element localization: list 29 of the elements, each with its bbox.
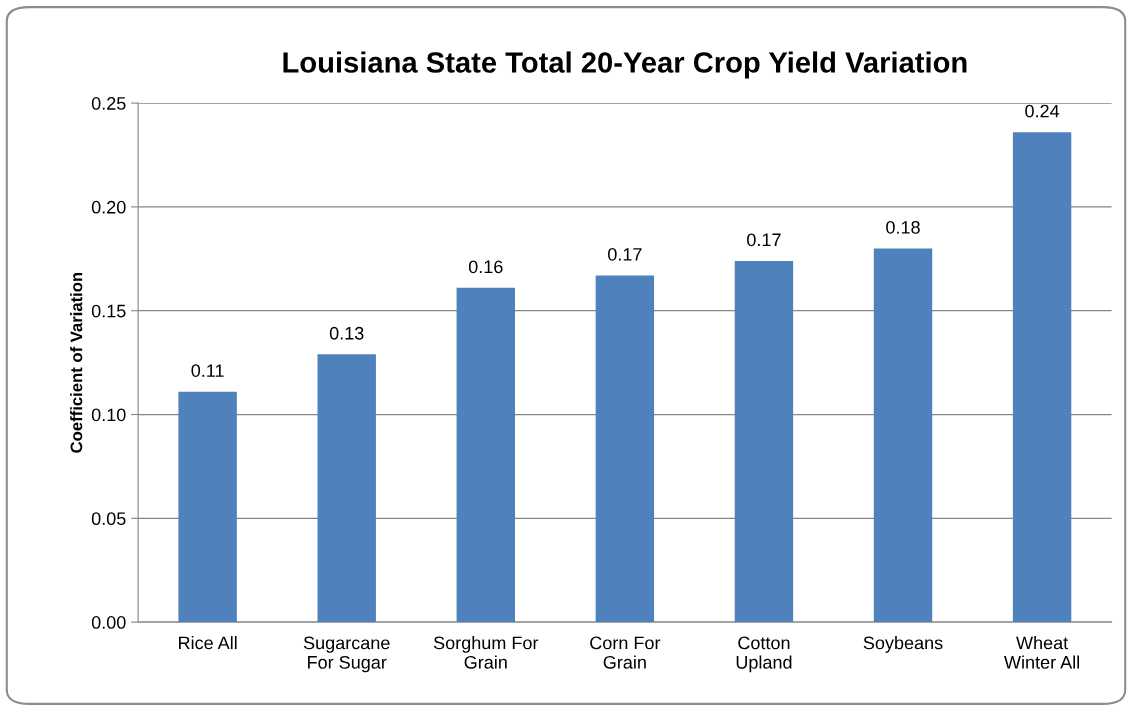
data-label: 0.16 (468, 260, 503, 274)
bar (178, 391, 237, 623)
x-tick-label: Cotton Upland (736, 636, 792, 673)
data-label: 0.18 (886, 220, 920, 234)
y-tick-label: 0.05 (91, 512, 126, 526)
bar (456, 287, 515, 623)
x-tick-label: Sugarcane For Sugar (303, 636, 390, 673)
data-label: 0.11 (191, 364, 224, 377)
x-tick-label: Sorghum For Grain (433, 636, 539, 669)
y-axis-title: Coefficient of Variation (70, 272, 83, 453)
bar (317, 354, 376, 623)
y-tick-label: 0.25 (91, 97, 126, 110)
data-label: 0.17 (747, 233, 781, 247)
x-tick-label: Soybeans (863, 636, 943, 653)
bar (734, 260, 794, 623)
data-label: 0.17 (608, 247, 642, 261)
x-tick-label: Wheat Winter All (1004, 636, 1080, 669)
y-tick-label: 0.15 (91, 304, 126, 318)
bar (873, 248, 933, 623)
x-tick-label: Corn For Grain (590, 636, 661, 669)
data-label: 0.13 (329, 326, 364, 340)
data-label: 0.24 (1025, 104, 1060, 118)
y-tick-label: 0.20 (91, 200, 126, 214)
x-tick-label: Rice All (179, 636, 237, 650)
y-tick-label: 0.00 (91, 616, 126, 629)
y-tick-label: 0.10 (91, 408, 126, 422)
chart-title: Louisiana State Total 20-Year Crop Yield Variation (283, 51, 967, 79)
bar (1012, 132, 1072, 623)
bar (595, 275, 655, 623)
